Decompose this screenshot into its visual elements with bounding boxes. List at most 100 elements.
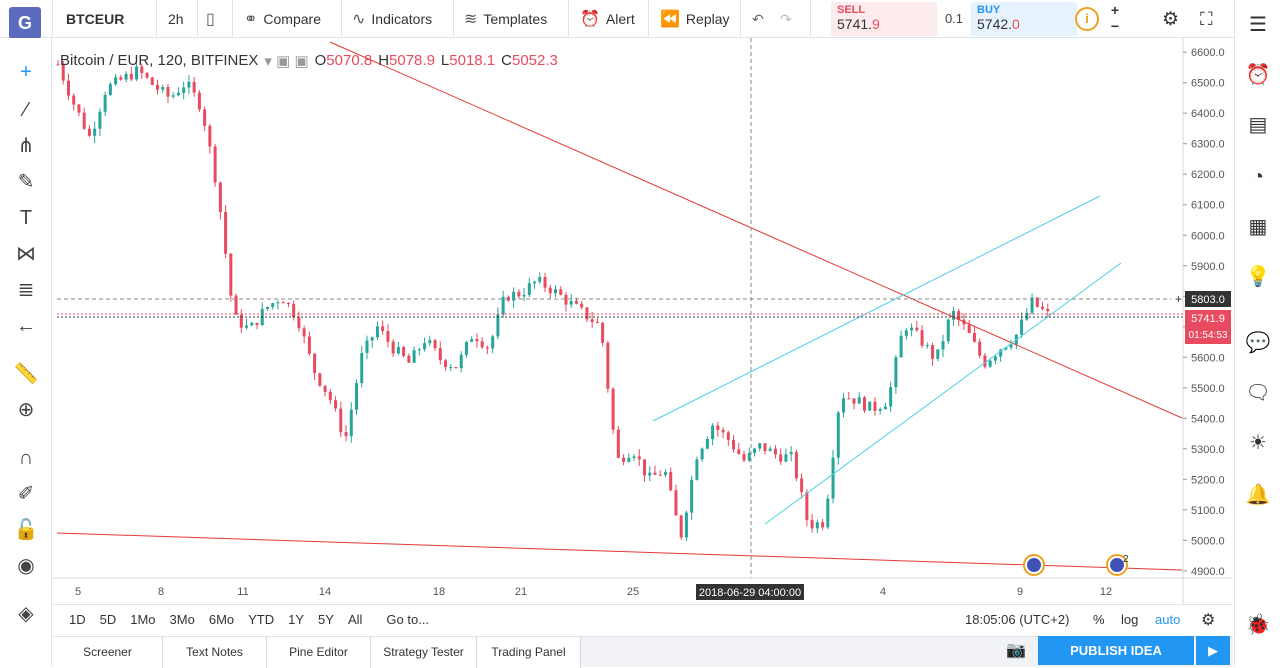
calendar-icon[interactable]: ▦ <box>1248 216 1268 238</box>
price-tick-label: 5300.0 <box>1191 444 1225 456</box>
range-5y[interactable]: 5Y <box>318 612 334 627</box>
legend-dropdown-icon[interactable]: ▾ ▣ ▣ <box>264 53 309 70</box>
candle-body <box>428 340 432 344</box>
event-badge-1 <box>1023 554 1045 576</box>
range-1mo[interactable]: 1Mo <box>130 612 156 627</box>
fib-icon[interactable]: ≣ <box>17 279 35 301</box>
fullscreen-icon[interactable]: ⛶ <box>1200 8 1213 29</box>
info-icon[interactable]: i <box>1075 7 1099 31</box>
streams-icon[interactable]: ☀ <box>1249 432 1267 454</box>
bug-icon[interactable]: 🐞 <box>1245 614 1271 636</box>
legend-title[interactable]: Bitcoin / EUR, 120, BITFINEX <box>60 52 259 69</box>
candle-body <box>187 81 191 88</box>
buy-label: BUY <box>977 4 1001 16</box>
range-1d[interactable]: 1D <box>69 612 86 627</box>
open-value: 5070.8 <box>326 52 373 69</box>
brush-icon[interactable]: ✎ <box>17 171 35 193</box>
redo-icon[interactable]: ↷ <box>780 10 792 27</box>
candle-body <box>559 289 563 295</box>
last-price-label: 5741.9 01:54:53 <box>1185 310 1231 344</box>
minus-icon[interactable]: − <box>1110 18 1120 34</box>
notifications-icon[interactable]: 🔔 <box>1245 484 1271 506</box>
candle-body <box>1035 297 1039 307</box>
ruler-icon[interactable]: 📏 <box>13 363 39 385</box>
settings-gear-icon[interactable]: ⚙ <box>1162 8 1180 30</box>
compare-button[interactable]: ⚭ Compare <box>244 0 321 38</box>
price-chart[interactable]: 6600.0 6500.0 6400.0 6300.0 6200.0 6100.0 6000… <box>53 38 1233 604</box>
zoom-in-icon[interactable]: ⊕ <box>17 399 35 421</box>
candle-body <box>679 515 683 538</box>
ideas-icon[interactable]: 💡 <box>1245 266 1271 288</box>
magnet-icon[interactable]: ∩ <box>18 447 34 469</box>
tab-text-notes[interactable]: Text Notes <box>163 637 267 668</box>
watchlist-icon[interactable]: ☰ <box>1249 14 1267 36</box>
range-1y[interactable]: 1Y <box>288 612 305 627</box>
chart-area[interactable]: 6600.0 6500.0 6400.0 6300.0 6200.0 6100.0 6000… <box>53 38 1233 604</box>
layers-icon[interactable]: ◈ <box>18 603 34 625</box>
candle-body <box>564 294 568 305</box>
auto-toggle[interactable]: auto <box>1155 612 1181 627</box>
lock-icon[interactable]: 🔓 <box>13 519 39 541</box>
tab-trading-panel[interactable]: Trading Panel <box>477 637 581 668</box>
candle-body <box>1041 306 1045 309</box>
templates-button[interactable]: ≋ Templates <box>464 0 547 38</box>
eye-icon[interactable]: ◉ <box>17 555 35 577</box>
back-arrow-icon[interactable]: ← <box>16 315 36 337</box>
candle-body <box>936 349 940 359</box>
pitchfork-icon[interactable]: ⋔ <box>17 135 35 157</box>
sell-button[interactable]: SELL 5741.9 <box>831 2 937 36</box>
range-3mo[interactable]: 3Mo <box>169 612 195 627</box>
plus-icon[interactable]: + <box>1110 2 1120 18</box>
candle-body <box>1046 308 1050 312</box>
lock-drawing-icon[interactable]: ✐ <box>17 483 35 505</box>
candle-body <box>313 353 317 374</box>
compare-icon: ⚭ <box>244 11 258 28</box>
chat-icon[interactable]: 💬 <box>1245 332 1271 354</box>
divider <box>740 0 741 38</box>
goto-button[interactable]: Go to... <box>386 612 430 627</box>
candle-body <box>135 66 139 80</box>
range-5d[interactable]: 5D <box>99 612 117 627</box>
chart-type-button[interactable]: ▯ <box>206 0 221 38</box>
range-ytd[interactable]: YTD <box>248 612 275 627</box>
trendline-icon[interactable]: ⁄ <box>24 99 28 121</box>
candle-body <box>653 472 657 475</box>
tab-screener[interactable]: Screener <box>53 637 163 668</box>
candle-body <box>449 367 453 369</box>
alarm-clock-icon[interactable]: ⏰ <box>1245 64 1271 86</box>
candle-body <box>197 92 201 110</box>
open-label: O <box>314 52 327 69</box>
range-6mo[interactable]: 6Mo <box>208 612 235 627</box>
range-all[interactable]: All <box>347 612 363 627</box>
crosshair-icon[interactable]: + <box>20 61 32 83</box>
tab-strategy-tester[interactable]: Strategy Tester <box>371 637 477 668</box>
play-icon[interactable]: ▶ <box>1196 636 1230 665</box>
candle-body <box>700 448 704 460</box>
candle-body <box>501 296 505 315</box>
chart-settings-icon[interactable]: ⚙ <box>1201 611 1216 629</box>
undo-icon[interactable]: ↶ <box>752 10 764 27</box>
divider <box>232 0 233 38</box>
publish-idea-button[interactable]: PUBLISH IDEA <box>1038 636 1194 665</box>
symbol-search[interactable]: BTCEUR <box>66 11 125 27</box>
price-tick-label: 6100.0 <box>1191 200 1225 212</box>
clock[interactable]: 18:05:06 (UTC+2) <box>965 612 1070 627</box>
zoom-stepper[interactable]: + − <box>1105 2 1125 36</box>
messages-icon[interactable]: 🗨 <box>1245 382 1271 404</box>
indicators-button[interactable]: ∿ Indicators <box>352 0 432 38</box>
descending-trendline <box>329 41 1183 419</box>
interval-button[interactable]: 2h <box>168 11 184 27</box>
log-toggle[interactable]: log <box>1121 612 1139 627</box>
candle-body <box>705 438 709 449</box>
replay-button[interactable]: ⏪ Replay <box>660 0 730 38</box>
buy-button[interactable]: BUY 5742.0 <box>971 2 1077 36</box>
alert-button[interactable]: ⏰ Alert <box>580 0 635 38</box>
hotlist-icon[interactable]: ◔ <box>1251 166 1265 188</box>
camera-icon[interactable]: 📷 <box>1006 642 1026 659</box>
pattern-icon[interactable]: ⋈ <box>16 243 36 265</box>
news-icon[interactable]: ▤ <box>1248 114 1268 136</box>
text-icon[interactable]: T <box>19 207 33 229</box>
percent-toggle[interactable]: % <box>1093 612 1105 627</box>
logo[interactable]: G <box>9 7 41 39</box>
tab-pine-editor[interactable]: Pine Editor <box>267 637 371 668</box>
